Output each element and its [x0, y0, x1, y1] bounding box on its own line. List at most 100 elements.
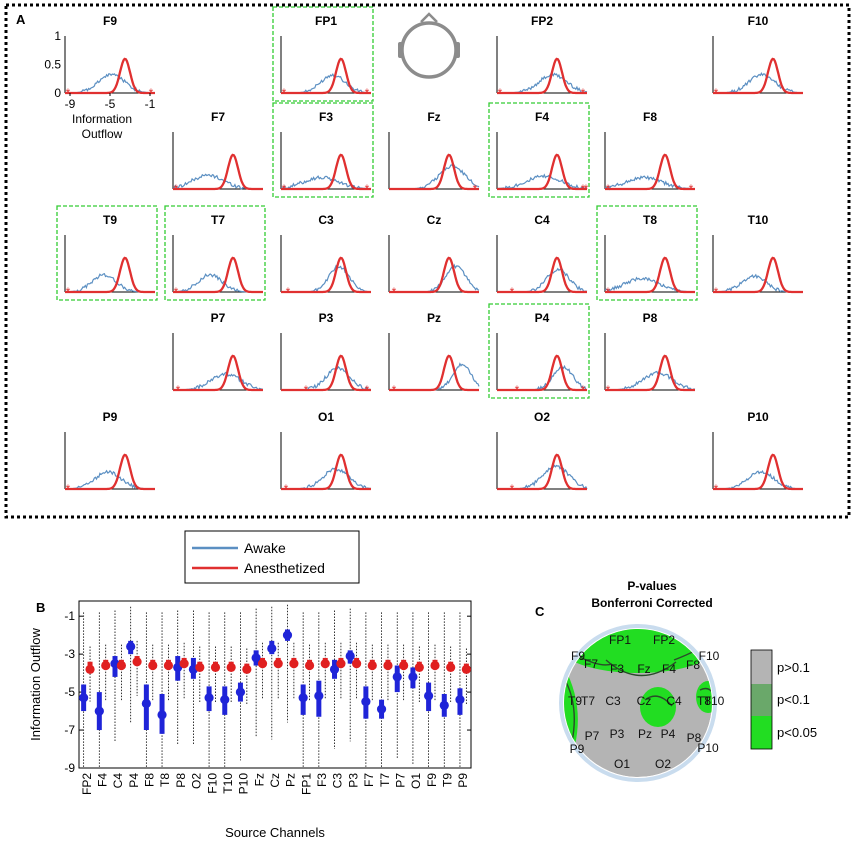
electrode-label-fz: Fz [637, 662, 650, 676]
awake-curve [604, 276, 695, 293]
awake-curve [65, 469, 155, 490]
awake-curve [173, 371, 264, 391]
awake-median [126, 641, 136, 652]
anesthetized-curve [713, 256, 803, 294]
awake-curve [604, 174, 695, 191]
outlier-star: * [606, 383, 611, 397]
mini-plot-p8: P8 * [604, 311, 696, 397]
anesthetized-curve [281, 57, 371, 95]
awake-curve [65, 72, 155, 94]
category-label: F4 [96, 773, 110, 787]
anesthetized-curve [281, 453, 371, 491]
anesthetized-curve [497, 256, 587, 294]
electrode-label-t8: T8 [697, 694, 711, 708]
category-label: P9 [456, 773, 470, 788]
outlier-star: * [282, 86, 287, 100]
y-tick-label: -9 [64, 761, 75, 775]
anesthetized-median [273, 659, 283, 669]
mini-plot-title: Pz [427, 311, 441, 325]
mini-plot-o1: O1 * [280, 410, 372, 496]
electrode-label-f9: F9 [571, 649, 585, 663]
mini-plot-title: F9 [103, 14, 117, 28]
panel-a-label: A [16, 12, 26, 27]
contour-line [699, 687, 712, 703]
awake-median [235, 687, 246, 697]
anesthetized-curve [605, 354, 695, 392]
anesthetized-curve [605, 256, 695, 294]
outlier-star: * [66, 285, 71, 299]
outlier-star: * [304, 383, 309, 397]
outlier-star: * [149, 86, 154, 100]
panel-c-label: C [535, 604, 545, 619]
panel-c-title: P-values [627, 579, 677, 593]
awake-median [94, 706, 104, 716]
awake-curve [172, 273, 263, 293]
anesthetized-curve [497, 354, 587, 392]
outlier-star: * [581, 86, 586, 100]
anesthetized-median [116, 660, 126, 671]
y-axis-label: Information Outflow [28, 628, 43, 741]
y-tick-label: 0.5 [44, 58, 61, 72]
anesthetized-median [352, 659, 362, 669]
electrode-label-pz: Pz [638, 727, 652, 741]
panel-c-subtitle: Bonferroni Corrected [591, 596, 712, 610]
mini-plot-fp2: FP2 * * [496, 14, 588, 100]
anesthetized-curve [281, 354, 371, 392]
mini-plot-t7: T7 * [164, 205, 266, 301]
electrode-label-t10: T10 [704, 694, 725, 708]
panel-b-label: B [36, 600, 45, 615]
outlier-star: * [286, 285, 291, 299]
anesthetized-median [132, 657, 142, 667]
mini-plot-f7: F7 * [172, 110, 263, 196]
electrode-label-t7: T7 [581, 694, 595, 708]
y-tick-label: -7 [64, 723, 75, 737]
outlier-star: * [365, 182, 370, 196]
anesthetized-median [336, 659, 346, 669]
mini-plot-fz: Fz * [388, 110, 480, 196]
outlier-star: * [714, 482, 719, 496]
electrode-label-o2: O2 [655, 757, 671, 771]
mini-plot-title: Cz [427, 213, 442, 227]
outlier-star: * [714, 285, 719, 299]
anesthetized-median [430, 660, 440, 671]
awake-median [424, 691, 434, 701]
electrode-label-p10: P10 [697, 741, 719, 755]
x-tick-label: -5 [105, 97, 116, 111]
legend-box [184, 530, 360, 584]
mini-plot-title: F7 [211, 110, 225, 124]
mini-plot-o2: O2 * [496, 410, 588, 496]
mini-plot-fp1: FP1 * * [272, 6, 374, 102]
head-outline [559, 624, 717, 782]
anesthetized-curve [605, 153, 695, 191]
y-tick-label: 0 [54, 86, 61, 100]
outlier-star: * [689, 182, 694, 196]
anesthetized-median [414, 662, 424, 673]
colorbar-label: p<0.1 [777, 692, 810, 707]
anesthetized-curve [65, 57, 155, 95]
mini-plot-title: P9 [103, 410, 118, 424]
anesthetized-curve [497, 57, 587, 95]
y-tick-label: -3 [64, 647, 75, 661]
anesthetized-curve [497, 453, 587, 491]
mini-plot-title: T9 [103, 213, 117, 227]
category-label: O2 [190, 773, 204, 789]
anesthetized-curve [389, 153, 479, 191]
awake-curve [389, 362, 480, 391]
awake-median [361, 696, 371, 707]
awake-median [251, 653, 261, 663]
mini-plot-title: P4 [535, 311, 550, 325]
highlight-box [164, 205, 266, 301]
outlier-star: * [515, 383, 520, 397]
category-label: T10 [221, 773, 235, 794]
category-label: F3 [315, 773, 329, 787]
mini-plot-title: F3 [319, 110, 333, 124]
awake-median [157, 710, 167, 720]
anesthetized-median [320, 659, 330, 669]
y-tick-label: -5 [64, 685, 75, 699]
anesthetized-median [304, 660, 315, 671]
mini-plot-title: F4 [535, 110, 549, 124]
category-label: FP1 [299, 773, 313, 795]
